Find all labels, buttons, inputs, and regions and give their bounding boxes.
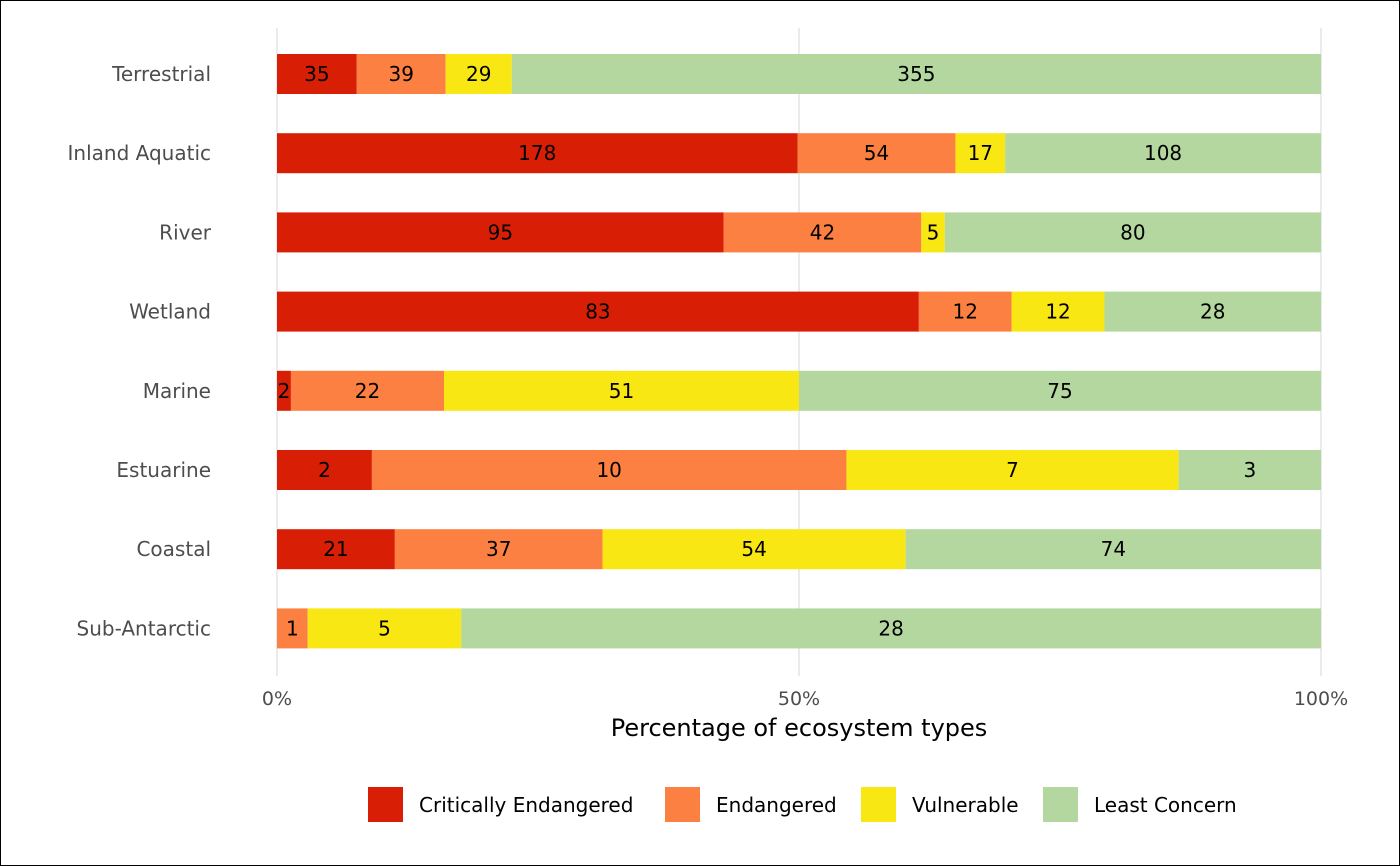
bar-segment <box>846 450 1179 490</box>
bar-segment <box>1104 291 1321 332</box>
bar-value-label: 7 <box>1006 458 1019 482</box>
bar-segment <box>461 608 1321 649</box>
bar-segment <box>921 212 945 253</box>
y-axis-labels: Terrestrial Inland Aquatic River Wetland Mar… <box>68 62 212 640</box>
bar-segment <box>723 212 922 253</box>
bar-segment <box>277 133 798 174</box>
bar-value-label: 22 <box>355 379 380 403</box>
bar-segment <box>905 529 1321 570</box>
bar-value-label: 42 <box>810 220 835 244</box>
bar-value-label: 54 <box>741 537 766 561</box>
bar-row-marine: 2 22 51 75 <box>277 370 1321 411</box>
y-category-label: Wetland <box>129 300 211 324</box>
bar-segment <box>277 529 395 570</box>
bar-segment <box>444 370 799 411</box>
legend-key <box>861 787 896 822</box>
bar-value-label: 28 <box>878 616 903 640</box>
y-category-label: Estuarine <box>116 458 211 482</box>
bar-row-estuarine: 2 10 7 3 <box>277 450 1321 490</box>
bar-segment <box>277 608 308 649</box>
bar-value-label: 10 <box>596 458 621 482</box>
bar-segment <box>955 133 1006 174</box>
legend-key <box>1043 787 1078 822</box>
bar-value-label: 54 <box>864 141 889 165</box>
bar-segment <box>797 133 956 174</box>
bar-value-label: 29 <box>466 62 491 86</box>
bar-value-label: 2 <box>318 458 331 482</box>
y-category-label: Inland Aquatic <box>68 141 211 165</box>
bar-segment <box>511 54 1322 94</box>
y-category-label: Coastal <box>136 537 211 561</box>
bar-segment <box>602 529 906 570</box>
bar-value-label: 1 <box>286 616 299 640</box>
bar-value-label: 28 <box>1200 300 1225 324</box>
bar-value-label: 178 <box>518 141 556 165</box>
legend-label: Endangered <box>716 793 837 817</box>
bar-value-label: 83 <box>585 300 610 324</box>
x-tick-label: 0% <box>262 688 292 710</box>
bar-row-inland-aquatic: 178 54 17 108 <box>277 133 1321 174</box>
bar-segment <box>799 370 1321 411</box>
bar-value-label: 108 <box>1144 141 1182 165</box>
bar-value-label: 355 <box>897 62 935 86</box>
bar-segment <box>371 450 847 490</box>
bar-row-river: 95 42 5 80 <box>277 212 1321 253</box>
bar-segment <box>307 608 462 649</box>
bar-row-sub-antarctic: 1 5 28 <box>277 608 1321 649</box>
x-tick-label: 50% <box>778 688 820 710</box>
bar-value-label: 5 <box>378 616 391 640</box>
bar-value-label: 74 <box>1101 537 1126 561</box>
bar-value-label: 12 <box>1045 300 1070 324</box>
bar-segment <box>944 212 1321 253</box>
legend-key <box>665 787 700 822</box>
bar-segment <box>290 370 445 411</box>
bar-value-label: 51 <box>609 379 634 403</box>
bar-value-label: 80 <box>1120 220 1145 244</box>
bar-segment <box>277 54 357 94</box>
bar-row-coastal: 21 37 54 74 <box>277 529 1321 570</box>
bar-value-label: 3 <box>1243 458 1256 482</box>
legend-label: Vulnerable <box>912 793 1019 817</box>
gridlines <box>276 28 1322 676</box>
bar-row-terrestrial: 35 39 29 355 <box>277 54 1322 94</box>
bar-value-label: 2 <box>278 379 291 403</box>
bar-segment <box>356 54 446 94</box>
x-axis-title: Percentage of ecosystem types <box>611 714 988 742</box>
bar-value-label: 35 <box>304 62 329 86</box>
legend-label: Critically Endangered <box>419 793 633 817</box>
y-category-label: River <box>159 220 212 244</box>
bar-segment <box>394 529 603 570</box>
bar-segment <box>918 291 1012 332</box>
legend-label: Least Concern <box>1094 793 1237 817</box>
y-category-label: Terrestrial <box>111 62 211 86</box>
bar-segment <box>1178 450 1321 490</box>
x-tick-label: 100% <box>1294 688 1348 710</box>
bar-segment <box>1005 133 1321 174</box>
legend-key <box>368 787 403 822</box>
bar-value-label: 75 <box>1047 379 1072 403</box>
bar-segment <box>445 54 512 94</box>
bar-value-label: 39 <box>389 62 414 86</box>
bar-segment <box>277 370 291 411</box>
bar-segment <box>277 212 724 253</box>
x-axis-ticks: 0% 50% 100% <box>262 688 1348 710</box>
y-category-label: Sub-Antarctic <box>77 616 211 640</box>
bar-segment <box>277 450 372 490</box>
bar-row-wetland: 83 12 12 28 <box>277 291 1321 332</box>
bar-value-label: 5 <box>927 220 940 244</box>
bar-value-label: 17 <box>968 141 993 165</box>
bar-value-label: 21 <box>323 537 348 561</box>
bar-value-label: 12 <box>953 300 978 324</box>
legend: Critically Endangered Endangered Vulnerabl… <box>368 787 1237 822</box>
bar-value-label: 95 <box>488 220 513 244</box>
bar-segment <box>277 291 919 332</box>
bar-value-label: 37 <box>486 537 511 561</box>
bar-segment <box>1011 291 1105 332</box>
y-category-label: Marine <box>143 379 211 403</box>
